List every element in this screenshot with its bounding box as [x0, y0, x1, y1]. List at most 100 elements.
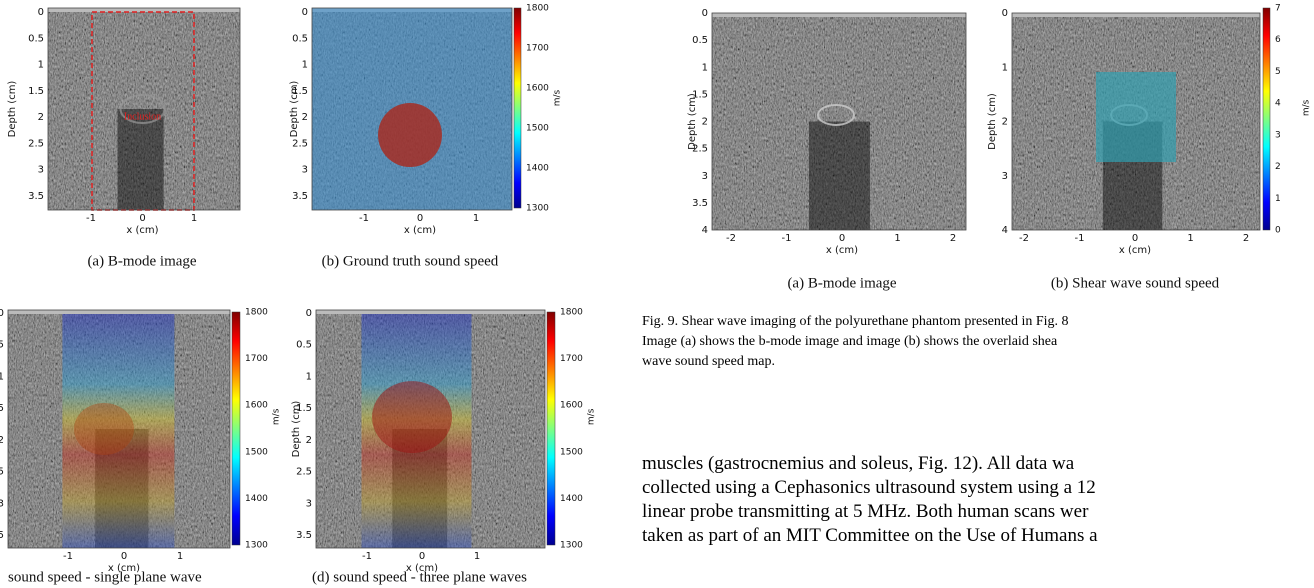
x-tick-label: -1 [86, 213, 96, 224]
y-tick-label: 3.5 [692, 198, 708, 209]
colorbar-tick-label: 3 [1275, 130, 1281, 140]
y-axis-label: Depth (cm) [987, 93, 998, 150]
y-tick-label: 2.5 [28, 138, 44, 149]
colorbar-tick-label: 0 [1275, 226, 1281, 236]
text-line: collected using a Cephasonics ultrasound… [642, 476, 1314, 500]
y-tick-label: 0.5 [292, 33, 308, 44]
transducer-band [712, 13, 966, 17]
x-tick-label: 2 [950, 233, 956, 244]
colorbar-tick-label: 1800 [245, 308, 268, 318]
y-tick-label: 3.5 [0, 530, 4, 541]
colorbar-tick-label: 1300 [245, 541, 268, 551]
page: {"panels": [ {"ylabel": "Depth (cm)", "y… [0, 0, 1314, 588]
colorbar-tick-label: 1500 [245, 447, 268, 457]
y-tick-label: 2.5 [0, 467, 4, 478]
x-tick-label: -1 [63, 551, 73, 562]
panel: Inclusion00.511.522.533.5-101x (cm)Depth… [7, 7, 240, 269]
x-axis-label: x (cm) [1119, 245, 1151, 256]
y-tick-label: 3.5 [292, 191, 308, 202]
x-tick-label: 0 [1132, 233, 1138, 244]
x-tick-label: 0 [417, 213, 423, 224]
panel-caption: (d) sound speed - three plane waves [312, 569, 527, 585]
y-tick-label: 4 [1002, 225, 1008, 236]
colorbar-tick-label: 1600 [560, 401, 583, 411]
y-axis-label: Depth (cm) [291, 401, 302, 458]
y-tick-label: 0.5 [28, 33, 44, 44]
colorbar-unit: m/s [1302, 99, 1312, 116]
colorbar-unit: m/s [272, 408, 282, 425]
x-tick-label: 1 [894, 233, 900, 244]
colorbar-tick-label: 1 [1275, 194, 1281, 204]
y-axis-label: Depth (cm) [687, 93, 698, 150]
panel-caption: (a) B-mode image [787, 275, 896, 291]
colorbar-tick-label: 1500 [526, 124, 549, 134]
y-tick-label: 3 [702, 171, 708, 182]
y-tick-label: 0 [306, 308, 312, 319]
colorbar-tick-label: 1400 [560, 494, 583, 504]
annotation: Inclusion [124, 111, 161, 122]
y-axis-label: Depth (cm) [7, 81, 18, 138]
colorbar-tick-label: 1500 [560, 447, 583, 457]
y-tick-label: 3.5 [296, 530, 312, 541]
y-tick-label: 4 [702, 225, 708, 236]
y-tick-label: 3 [38, 165, 44, 176]
y-tick-label: 1.5 [0, 403, 4, 414]
y-tick-label: 2 [1002, 117, 1008, 128]
caption-line: wave sound speed map. [642, 352, 1314, 372]
y-tick-label: 1 [306, 371, 312, 382]
y-tick-label: 0 [702, 8, 708, 19]
colorbar-unit: m/s [553, 89, 563, 106]
y-tick-label: 1.5 [28, 86, 44, 97]
text-line: linear probe transmitting at 5 MHz. Both… [642, 500, 1314, 524]
panel-caption: (b) Ground truth sound speed [322, 253, 499, 269]
x-tick-label: -1 [782, 233, 792, 244]
colorbar-tick-label: 1300 [526, 204, 549, 214]
inclusion [378, 103, 442, 167]
panel: 00.511.522.533.5-101x (cm)Depth (cm)1800… [291, 308, 597, 586]
y-tick-label: 2 [0, 435, 4, 446]
panel: 00.511.522.533.5-101x (cm)18001700160015… [0, 308, 282, 586]
figure-caption: Fig. 9. Shear wave imaging of the polyur… [642, 312, 1314, 372]
y-tick-label: 1 [1002, 62, 1008, 73]
colorbar-tick-label: 4 [1275, 99, 1281, 109]
colorbar-tick-label: 2 [1275, 162, 1281, 172]
panel-caption: (a) B-mode image [87, 253, 196, 269]
y-tick-label: 3 [1002, 171, 1008, 182]
y-tick-label: 2 [302, 112, 308, 123]
body-text: muscles (gastrocnemius and soleus, Fig. … [642, 452, 1314, 548]
x-tick-label: -1 [1075, 233, 1085, 244]
caption-line: Image (a) shows the b-mode image and ima… [642, 332, 1314, 352]
colorbar-tick-label: 1700 [526, 44, 549, 54]
y-tick-label: 3.5 [28, 191, 44, 202]
x-tick-label: 1 [177, 551, 183, 562]
y-tick-label: 0.5 [0, 340, 4, 351]
x-tick-label: -1 [359, 213, 369, 224]
x-tick-label: 0 [839, 233, 845, 244]
colorbar [547, 312, 555, 545]
colorbar-tick-label: 6 [1275, 35, 1281, 45]
y-tick-label: 2 [38, 112, 44, 123]
colorbar-unit: m/s [587, 408, 597, 425]
y-tick-label: 3 [302, 165, 308, 176]
colorbar-tick-label: 1800 [526, 4, 549, 14]
colorbar-tick-label: 1600 [245, 401, 268, 411]
caption-line: Fig. 9. Shear wave imaging of the polyur… [642, 312, 1314, 332]
panel-caption: sound speed - single plane wave [8, 569, 202, 585]
colorbar-tick-label: 1400 [245, 494, 268, 504]
colorbar-tick-label: 7 [1275, 4, 1281, 14]
x-tick-label: 1 [474, 551, 480, 562]
colorbar-tick-label: 1700 [560, 354, 583, 364]
colorbar-tick-label: 1300 [560, 541, 583, 551]
y-tick-label: 3 [0, 498, 4, 509]
x-tick-label: 2 [1243, 233, 1249, 244]
x-axis-label: x (cm) [826, 245, 858, 256]
x-tick-label: 0 [419, 551, 425, 562]
y-tick-label: 2 [306, 435, 312, 446]
x-tick-label: -2 [726, 233, 736, 244]
colorbar [514, 8, 521, 208]
panel-caption: (b) Shear wave sound speed [1051, 275, 1220, 291]
inclusion [74, 403, 134, 455]
inclusion [372, 381, 452, 453]
colorbar-tick-label: 5 [1275, 67, 1281, 77]
